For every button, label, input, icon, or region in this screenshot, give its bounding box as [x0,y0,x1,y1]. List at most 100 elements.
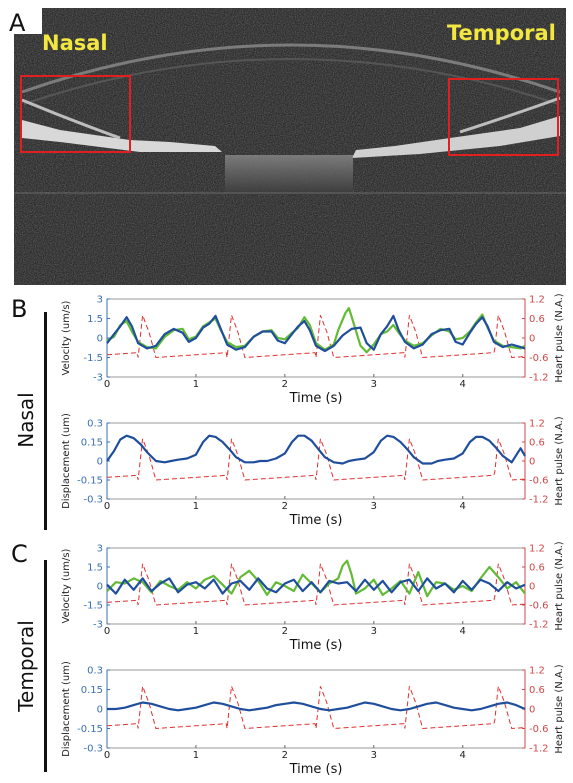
x-tick-label: 1 [193,501,199,512]
y-tick-label: 0 [97,457,103,468]
y-tick-label: -0.3 [83,744,103,755]
series-line-blue [106,577,526,595]
y-right-tick-label: 1.2 [529,666,545,677]
y-axis-label: Displacement (um) [61,413,72,509]
roi-box-temporal [448,78,559,156]
angle-nasal [21,98,121,140]
y-right-tick-label: 0.6 [529,314,545,325]
x-tick-label: 2 [282,501,288,512]
x-tick-label: 0 [104,379,110,390]
chart-B-displacement: 0 1 2 3 4 -0.3 -0.15 0 0.15 0.3 -1.2 -0.6 0 0.6 1.2 Tim… [61,413,565,528]
x-tick-label: 2 [282,750,288,761]
nasal-label: Nasal [42,31,108,55]
y-tick-label: -0.15 [77,724,103,735]
panel-c-side-label: Temporal [14,620,38,713]
heart-pulse-line [107,563,526,606]
y-tick-label: 0 [97,582,103,593]
x-axis-label: Time (s) [289,638,343,653]
series-line-blue [106,434,526,465]
y-tick-label: -1.5 [83,353,103,364]
x-axis-label: Time (s) [289,391,343,406]
x-tick-label: 3 [371,750,377,761]
y-axis-label: Displacement (um) [61,661,72,757]
x-tick-label: 1 [193,750,199,761]
charts-group: 0 1 2 3 4 -3 -1.5 0 1.5 3 -1.2 -0.6 0 0.6 1.2 Time (s) V… [61,293,565,777]
iris-temporal [352,116,560,158]
y-right-tick-label: 0 [529,705,535,716]
y-right-tick-label: 0.6 [529,685,545,696]
angle-temporal [459,96,561,134]
x-axis-label: Time (s) [289,762,343,777]
x-tick-label: 0 [104,501,110,512]
x-tick-label: 4 [460,501,466,512]
series-line-blue [106,314,526,353]
y-tick-label: 3 [97,295,103,306]
heart-pulse-line [106,686,525,730]
y-right-tick-label: -1.2 [529,744,549,755]
y-right-tick-label: 1.2 [529,544,545,555]
heart-pulse-line [107,438,526,481]
x-tick-label: 3 [371,501,377,512]
panel-b-side-label: Nasal [14,392,38,447]
chart-C-displacement: 0 1 2 3 4 -0.3 -0.15 0 0.15 0.3 -1.2 -0.6 0 0.6 1.2 Tim… [61,661,565,777]
y-tick-label: -0.15 [77,476,103,487]
x-tick-label: 4 [460,626,466,637]
cornea-arc [21,43,561,94]
panel-b-letter: B [11,295,27,323]
cornea-arc-inner [23,58,559,105]
y-tick-label: 0 [97,705,103,716]
y-tick-label: -3 [93,620,103,631]
y-right-tick-label: -1.2 [529,495,549,506]
y-right-tick-label: -1.2 [529,373,549,384]
y-right-tick-label: -0.6 [529,353,549,364]
roi-box-nasal [20,75,131,153]
x-tick-label: 2 [282,379,288,390]
x-axis-label: Time (s) [289,513,343,528]
x-tick-label: 4 [460,379,466,390]
series-line-green [106,307,526,354]
y-tick-label: 0 [97,334,103,345]
panel-c-letter: C [11,540,28,568]
heart-pulse-line [106,315,525,359]
chart-C-velocity: 0 1 2 3 4 -3 -1.5 0 1.5 3 -1.2 -0.6 0 0.6 1.2 Time (s) V… [61,541,565,653]
y-right-tick-label: 0 [529,582,535,593]
panel-a-letter: A [9,9,26,37]
y-right-tick-label: 1.2 [529,419,545,430]
y-tick-label: -0.3 [83,495,103,506]
y-right-tick-label: -0.6 [529,724,549,735]
y-right-axis-label: Heart pulse (N.A.) [554,664,565,753]
y-right-axis-label: Heart pulse (N.A.) [554,416,565,505]
y-right-tick-label: 0 [529,334,535,345]
iris-nasal [22,120,222,152]
y-tick-label: 1.5 [87,563,103,574]
y-right-axis-label: Heart pulse (N.A.) [554,293,565,382]
y-right-tick-label: -0.6 [529,601,549,612]
panel-c-bracket [44,560,47,772]
series-line-blue [107,701,526,712]
y-right-tick-label: 0.6 [529,438,545,449]
x-tick-label: 0 [104,626,110,637]
y-tick-label: 3 [97,544,103,555]
x-tick-label: 4 [460,750,466,761]
y-axis-label: Velocity (um/s) [61,300,72,375]
y-right-axis-label: Heart pulse (N.A.) [554,541,565,630]
y-right-tick-label: -0.6 [529,476,549,487]
x-tick-label: 3 [371,626,377,637]
x-tick-label: 1 [193,626,199,637]
y-right-tick-label: 1.2 [529,295,545,306]
y-tick-label: 0.15 [81,438,103,449]
y-right-tick-label: 0.6 [529,563,545,574]
y-right-tick-label: 0 [529,457,535,468]
y-tick-label: 0.15 [81,685,103,696]
y-right-tick-label: -1.2 [529,620,549,631]
oct-image-panel: Nasal Temporal A [4,6,566,285]
y-tick-label: 0.3 [87,666,103,677]
plot-frame [106,422,526,500]
y-axis-label: Velocity (um/s) [61,548,72,623]
panel-b-bracket [44,312,47,530]
lens [225,155,353,195]
x-tick-label: 2 [282,626,288,637]
y-tick-label: 0.3 [87,419,103,430]
x-tick-label: 3 [371,379,377,390]
